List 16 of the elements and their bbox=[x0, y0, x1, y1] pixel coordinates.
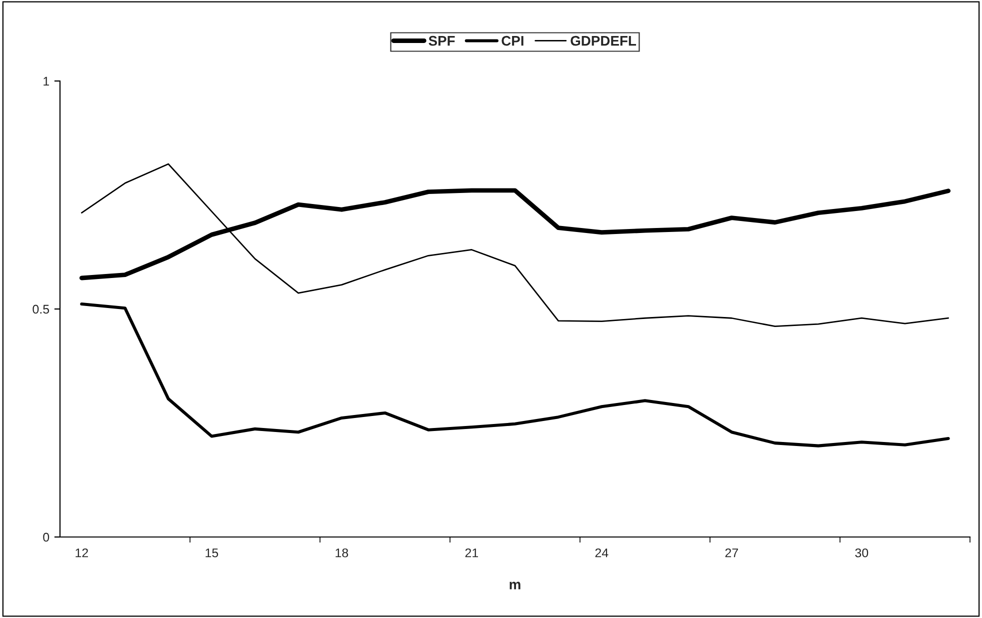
x-tick-label: 18 bbox=[336, 548, 348, 558]
x-axis-title: m bbox=[510, 582, 520, 590]
y-tick-label: 1 bbox=[44, 76, 49, 86]
x-tick-label: 30 bbox=[855, 548, 868, 558]
y-tick-label: 0.5 bbox=[32, 304, 50, 314]
x-tick-label: 15 bbox=[206, 548, 218, 558]
y-tick-label: 0 bbox=[43, 532, 50, 542]
legend-label: SPF bbox=[428, 36, 455, 46]
legend-label: GDPDEFL bbox=[570, 36, 636, 46]
x-tick-label: 24 bbox=[595, 548, 608, 558]
x-tick-label: 27 bbox=[725, 548, 738, 558]
legend-label: CPI bbox=[502, 36, 524, 46]
x-tick-label: 21 bbox=[465, 548, 478, 558]
line-series bbox=[80, 302, 950, 448]
x-tick-label: 12 bbox=[76, 548, 88, 558]
line-series bbox=[80, 163, 950, 328]
